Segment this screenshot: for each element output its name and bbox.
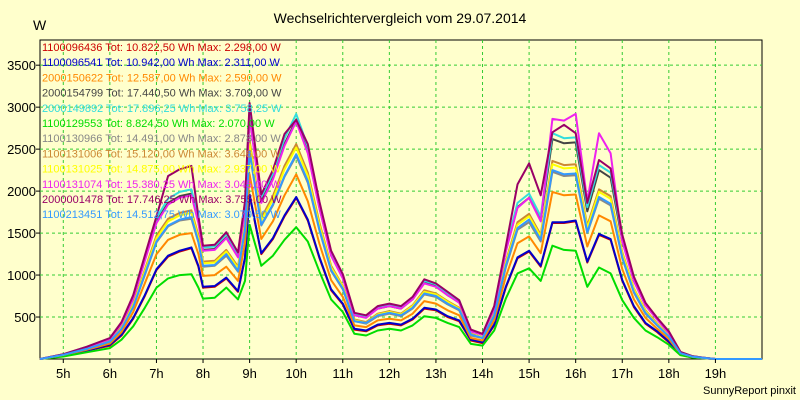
series-lines — [39, 102, 762, 360]
legend-entry-2000154799: 2000154799 Tot: 17.440,50 Wh Max: 3.709,… — [42, 88, 282, 100]
plot-area: 1100096436 Tot: 10.822,50 Wh Max: 2.298,… — [39, 39, 763, 360]
legend-entry-1100096541: 1100096541 Tot: 10.942,00 Wh Max: 2.311,… — [42, 57, 281, 69]
legend-entry-1100213451: 1100213451 Tot: 14.512,75 Wh Max: 3.070,… — [42, 209, 281, 221]
legend-entry-1100131025: 1100131025 Tot: 14.875,00 Wh Max: 2.937,… — [42, 164, 281, 176]
y-tick-label: 3000 — [7, 100, 36, 115]
y-tick-label: 3500 — [7, 58, 36, 73]
y-tick-label: 1000 — [7, 268, 36, 283]
x-tick-label: 7h — [149, 366, 163, 381]
legend-entry-1100130966: 1100130966 Tot: 14.491,00 Wh Max: 2.878,… — [42, 133, 281, 145]
legend: 1100096436 Tot: 10.822,50 Wh Max: 2.298,… — [42, 42, 282, 221]
y-tick-label: 1500 — [7, 226, 36, 241]
x-tick-label: 10h — [285, 366, 307, 381]
legend-entry-2000150622: 2000150622 Tot: 12.587,00 Wh Max: 2.590,… — [42, 72, 282, 84]
legend-entry-1100131006: 1100131006 Tot: 15.120,00 Wh Max: 3.646,… — [42, 148, 281, 160]
series-line-1100131074 — [39, 112, 762, 360]
series-line-2000001478 — [39, 102, 762, 360]
x-tick-label: 8h — [196, 366, 210, 381]
series-line-1100213451 — [39, 149, 762, 360]
legend-entry-2000001478: 2000001478 Tot: 17.746,25 Wh Max: 3.755,… — [42, 194, 282, 206]
x-tick-label: 14h — [472, 366, 494, 381]
legend-entry-1100129553: 1100129553 Tot: 8.824,50 Wh Max: 2.070,0… — [42, 118, 275, 130]
x-tick-label: 6h — [103, 366, 117, 381]
y-tick-label: 2500 — [7, 142, 36, 157]
y-axis-label: W — [33, 17, 47, 33]
footer-credit: SunnyReport pinxit — [703, 385, 796, 397]
chart-title: Wechselrichtervergleich vom 29.07.2014 — [274, 10, 527, 26]
x-tick-label: 11h — [332, 366, 353, 381]
x-tick-label: 12h — [379, 366, 401, 381]
y-tick-label: 2000 — [7, 184, 36, 199]
series-line-1100096541 — [39, 193, 762, 360]
x-tick-label: 5h — [56, 366, 70, 381]
x-axis-ticks: 5h 6h 7h 8h 9h 10h 11h 12h 13h 14h 15h 16h 17h 18h 19h — [56, 359, 726, 381]
x-tick-label: 9h — [242, 366, 256, 381]
legend-entry-2000149892: 2000149892 Tot: 17.896,25 Wh Max: 3.758,… — [42, 103, 282, 115]
x-tick-label: 17h — [611, 366, 633, 381]
legend-entry-1100131074: 1100131074 Tot: 15.380,25 Wh Max: 3.045,… — [42, 179, 281, 191]
series-line-1100129553 — [39, 223, 762, 360]
y-tick-label: 500 — [14, 310, 36, 325]
x-tick-label: 15h — [518, 366, 540, 381]
x-tick-label: 16h — [565, 366, 587, 381]
series-line-2000150622 — [39, 173, 762, 360]
legend-entry-1100096436: 1100096436 Tot: 10.822,50 Wh Max: 2.298,… — [42, 42, 281, 54]
x-tick-label: 19h — [705, 366, 727, 381]
y-axis-ticks: 500 1000 1500 2000 2500 3000 3500 — [7, 58, 40, 325]
x-tick-label: 13h — [425, 366, 447, 381]
x-tick-label: 18h — [658, 366, 680, 381]
